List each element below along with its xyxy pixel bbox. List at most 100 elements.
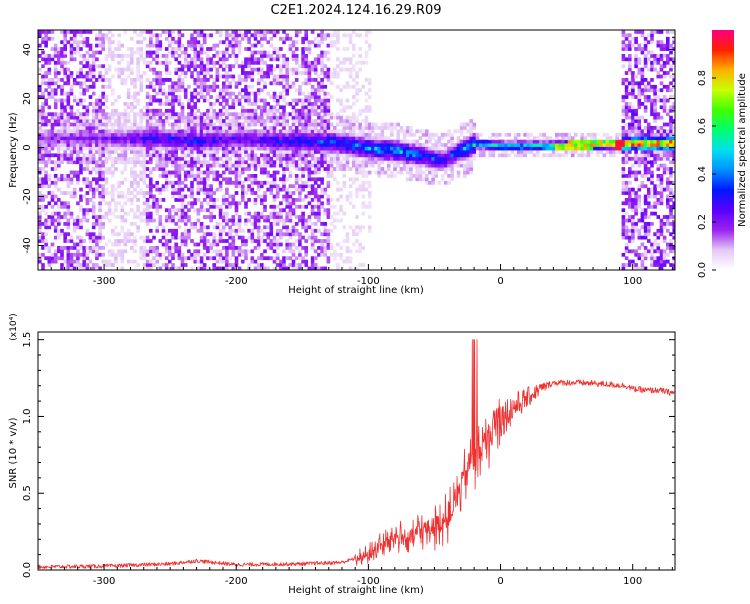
spectrogram-cell — [358, 150, 362, 154]
spectrogram-cell — [237, 115, 242, 120]
spectrogram-cell — [250, 139, 255, 144]
spectrogram-cell — [199, 201, 204, 206]
spectrogram-cell — [76, 115, 80, 120]
spectrogram-cell — [193, 256, 197, 261]
spectrogram-cell — [38, 160, 42, 165]
spectrogram-cell — [215, 115, 220, 120]
spectrogram-cell — [145, 132, 150, 137]
spectrogram-cell — [294, 180, 299, 185]
spectrogram-cell — [117, 129, 121, 134]
spectrogram-cell — [120, 218, 125, 223]
spectrogram-cell — [333, 249, 337, 254]
spectrogram-cell — [130, 184, 134, 189]
spectrogram-cell — [174, 67, 178, 72]
spectrogram-cell — [279, 177, 283, 182]
spectrogram-cell — [69, 57, 74, 62]
spectrogram-cell — [234, 119, 239, 123]
spectrogram-cell — [152, 167, 156, 171]
spectrogram-cell — [174, 40, 178, 45]
spectrogram-cell — [177, 119, 182, 123]
spectrogram-cell — [164, 146, 169, 151]
spectrogram-cell — [333, 256, 337, 261]
spectrogram-cell — [339, 150, 343, 154]
spectrogram-cell — [222, 139, 226, 144]
spectrogram-cell — [450, 153, 454, 158]
spectrogram-cell — [145, 222, 150, 226]
spectrogram-cell — [510, 139, 515, 144]
spectrogram-cell — [253, 191, 258, 195]
spectrogram-cell — [130, 132, 134, 137]
spectrogram-cell — [301, 126, 305, 130]
spectrogram-cell — [326, 184, 331, 189]
spectrogram-cell — [244, 98, 248, 103]
spectrogram-cell — [145, 146, 150, 151]
spectrogram-cell — [145, 208, 150, 213]
spectrogram-cell — [463, 139, 467, 144]
spectrogram-cell — [104, 98, 109, 103]
spectrogram-cell — [288, 67, 293, 72]
spectrogram-cell — [85, 115, 90, 120]
spectrogram-cell — [272, 242, 277, 247]
spectrogram-cell — [291, 129, 296, 134]
spectrogram-cell — [95, 239, 99, 243]
spectrogram-cell — [57, 50, 61, 55]
spectrogram-cell — [390, 150, 394, 154]
spectrogram-cell — [367, 201, 372, 206]
spectrogram-cell — [263, 204, 267, 209]
spectrogram-cell — [291, 156, 296, 161]
spectrogram-cell — [532, 146, 537, 151]
spectrogram-cell — [386, 167, 391, 171]
spectrogram-cell — [279, 54, 283, 58]
spectrogram-cell — [348, 249, 353, 254]
spectrogram-cell — [123, 126, 128, 130]
spectrogram-cell — [415, 146, 419, 151]
spectrogram-cell — [323, 228, 328, 233]
spectrogram-cell — [91, 84, 96, 89]
spectrogram-cell — [142, 170, 147, 175]
spectrogram-cell — [85, 88, 90, 93]
spectrogram-cell — [326, 160, 331, 165]
spectrogram-cell — [171, 266, 175, 270]
spectrogram-cell — [298, 132, 302, 137]
spectrogram-cell — [174, 228, 178, 233]
spectrogram-cell — [275, 146, 280, 151]
spectrogram-cell — [177, 208, 182, 213]
spectrogram-cell — [333, 211, 337, 216]
spectrogram-cell — [95, 139, 99, 144]
spectrogram-cell — [237, 160, 242, 165]
spectrogram-cell — [104, 115, 109, 120]
spectrogram-cell — [291, 43, 296, 48]
spectrogram-cell — [358, 225, 362, 230]
spectrogram-cell — [364, 30, 369, 34]
spectrogram-cell — [253, 180, 258, 185]
spectrogram-cell — [155, 78, 159, 82]
spectrogram-cell — [272, 108, 277, 113]
spectrogram-cell — [190, 222, 194, 226]
spectrogram-cell — [50, 129, 55, 134]
spectrogram-cell — [298, 252, 302, 257]
spectrogram-cell — [285, 91, 289, 96]
spectrogram-cell — [282, 112, 286, 117]
spectrogram-cell — [161, 78, 166, 82]
spectrogram-cell — [313, 132, 318, 137]
spectrogram-cell — [231, 228, 236, 233]
spectrogram-cell — [234, 150, 239, 154]
spectrogram-cell — [307, 194, 312, 199]
spectrogram-cell — [294, 112, 299, 117]
spectrogram-cell — [76, 30, 80, 34]
spectrogram-cell — [190, 194, 194, 199]
spectrogram-cell — [250, 50, 255, 55]
spectrogram-cell — [209, 187, 213, 192]
spectrogram-cell — [196, 170, 201, 175]
spectrogram-cell — [180, 129, 185, 134]
spectrogram-cell — [187, 146, 191, 151]
spectrogram-cell — [285, 232, 289, 237]
spectrogram-cell — [513, 153, 518, 158]
spectrogram-cell — [304, 132, 308, 137]
spectrogram-cell — [358, 139, 362, 144]
spectrogram-cell — [174, 84, 178, 89]
spectrogram-cell — [260, 194, 264, 199]
spectrogram-cell — [164, 256, 169, 261]
spectrogram-cell — [85, 122, 90, 127]
spectrogram-cell — [202, 88, 207, 93]
